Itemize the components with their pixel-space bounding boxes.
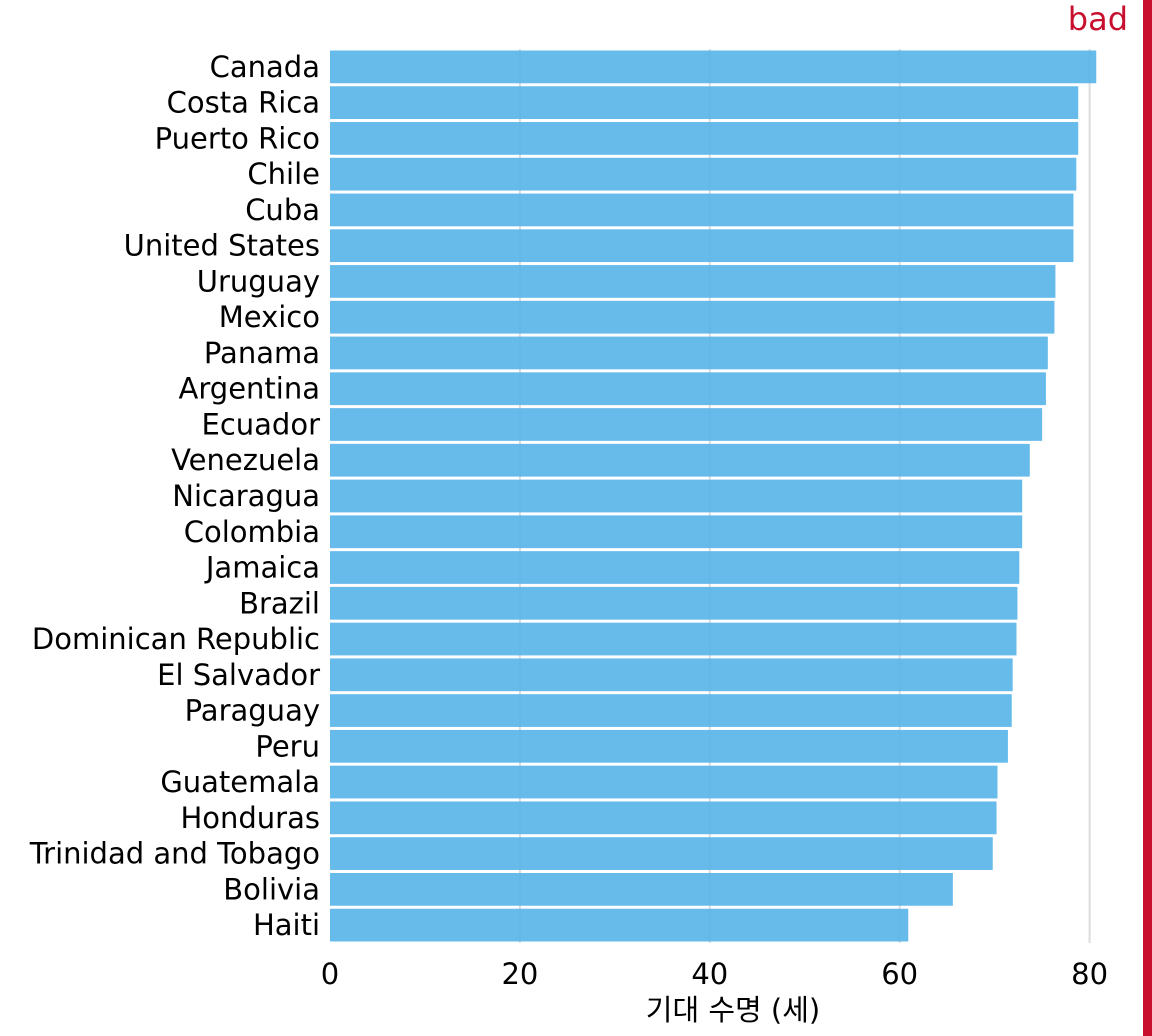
category-label: Bolivia <box>223 872 320 906</box>
category-label: Ecuador <box>202 407 321 441</box>
category-label: Guatemala <box>160 765 320 799</box>
bar <box>330 694 1012 727</box>
bar <box>330 265 1056 298</box>
category-label: Cuba <box>245 193 320 227</box>
bar <box>330 193 1074 227</box>
x-tick-label: 60 <box>881 957 918 991</box>
category-label: Jamaica <box>204 551 320 585</box>
x-tick-label: 80 <box>1071 957 1108 991</box>
bar <box>330 801 997 835</box>
bar <box>330 515 1023 549</box>
category-label: Costa Rica <box>167 86 320 120</box>
bar <box>330 908 909 942</box>
bar <box>330 300 1055 334</box>
x-axis-title: 기대 수명 (세) <box>646 993 820 1027</box>
bar <box>330 336 1048 370</box>
category-label: Trinidad and Tobago <box>29 837 320 871</box>
category-label: Uruguay <box>197 264 320 298</box>
category-label: Venezuela <box>171 443 320 477</box>
bar <box>330 729 1008 763</box>
bars <box>330 50 1097 942</box>
bad-label: bad <box>1068 0 1128 38</box>
category-label: Haiti <box>253 908 320 942</box>
category-label: Honduras <box>180 801 320 835</box>
bad-marker-bar <box>1143 0 1152 1036</box>
category-label: Chile <box>247 157 320 191</box>
bar <box>330 86 1079 120</box>
bar <box>330 658 1013 692</box>
category-label: Nicaragua <box>172 479 320 513</box>
bar <box>330 479 1023 513</box>
category-label: Brazil <box>239 586 320 620</box>
bar <box>330 872 953 906</box>
x-tick-labels: 0 20 40 60 80 <box>321 957 1108 991</box>
x-tick-label: 0 <box>321 957 339 991</box>
bar <box>330 50 1097 84</box>
category-label: Paraguay <box>185 694 320 728</box>
bar <box>330 622 1017 656</box>
category-label: United States <box>124 229 320 263</box>
x-tick-label: 40 <box>691 957 728 991</box>
bar <box>330 229 1074 263</box>
bar <box>330 157 1077 191</box>
category-label: El Salvador <box>157 658 320 692</box>
bar <box>330 372 1046 406</box>
category-label: Panama <box>204 336 320 370</box>
bar <box>330 586 1018 620</box>
category-label: Puerto Rico <box>155 121 320 155</box>
category-label: Canada <box>210 50 320 84</box>
category-label: Dominican Republic <box>32 622 320 656</box>
bar <box>330 408 1043 441</box>
bar <box>330 122 1079 155</box>
category-label: Peru <box>255 729 320 763</box>
bar <box>330 765 998 799</box>
category-label: Mexico <box>219 300 320 334</box>
category-label: Argentina <box>179 372 320 406</box>
bar <box>330 551 1020 584</box>
bar <box>330 837 993 870</box>
bar <box>330 443 1030 477</box>
x-tick-label: 20 <box>501 957 538 991</box>
category-label: Colombia <box>184 515 320 549</box>
